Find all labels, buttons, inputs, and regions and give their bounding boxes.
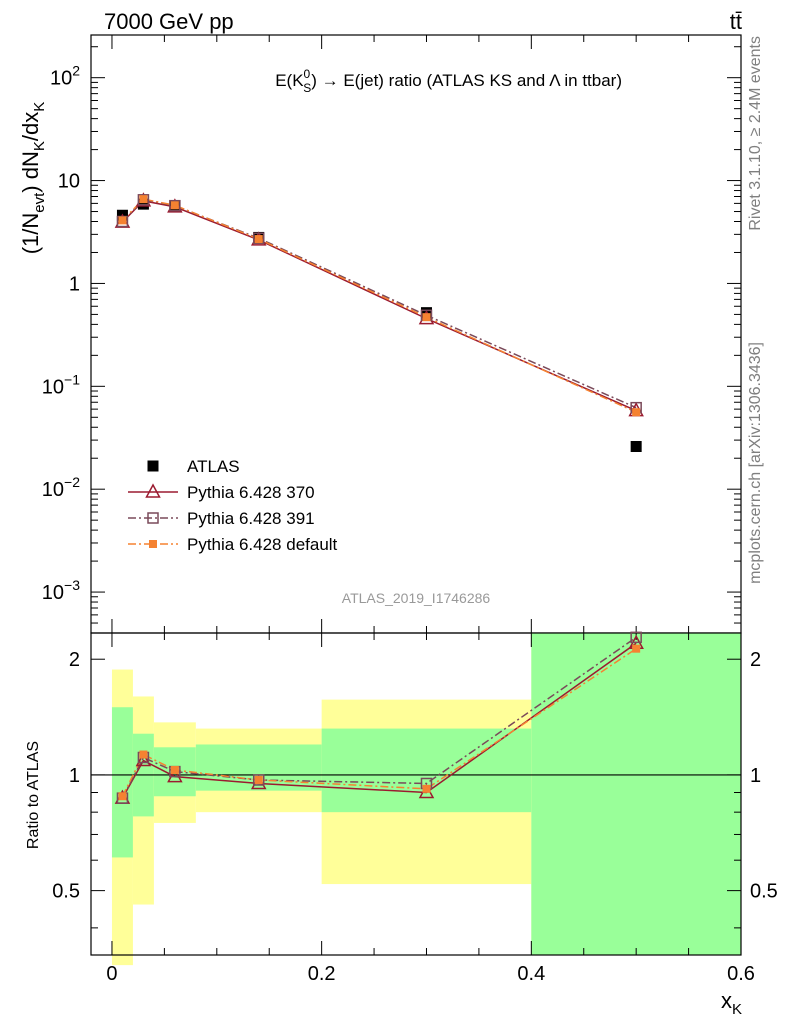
legend: ATLAS Pythia 6.428 370 Pythia 6.428 391 Pyt… <box>128 457 338 554</box>
ratio-point-pythia-6-428-391 <box>630 631 642 644</box>
mcplots-reference-text: mcplots.cern.ch [arXiv:1306.3436] <box>747 342 764 584</box>
main-point-pythia-6-428-391 <box>137 194 150 206</box>
main-point-pythia-6-428-default <box>422 313 431 322</box>
main-title: E(K0 S) → E(jet) ratio (ATLAS KS and Λ in … <box>275 67 622 95</box>
main-ylabel: (1/Nevt) dNK/dxK <box>18 102 48 255</box>
ratio-band-green <box>531 633 741 955</box>
main-point-pythia-6-428-default <box>632 408 641 417</box>
main-point-pythia-6-428-default <box>118 216 127 225</box>
ratio-line-pythia-6-428-370 <box>121 642 637 799</box>
main-ytick-label: 10−3 <box>42 577 80 604</box>
ratio-xtick-label: 0.6 <box>727 963 755 985</box>
ratio-point-pythia-6-428-391 <box>252 774 265 786</box>
x-axis-label: xK <box>721 988 742 1018</box>
rivet-version-text: Rivet 3.1.10, ≥ 2.4M events <box>747 36 764 231</box>
main-point-atlas <box>630 440 642 452</box>
ratio-markers <box>114 631 644 804</box>
legend-marker-pythia-6-428-default <box>149 540 157 548</box>
ratio-ytick-label: 2 <box>69 649 80 671</box>
legend-label-atlas: ATLAS <box>187 457 240 476</box>
process-label: tt̄ <box>730 9 742 34</box>
energy-label: 7000 GeV pp <box>104 9 234 34</box>
ratio-xtick-label: 0.4 <box>517 963 545 985</box>
ratio-ytick-label-right: 1 <box>750 765 761 787</box>
ratio-point-pythia-6-428-default <box>254 775 263 784</box>
legend-label-pythia-6-428-default: Pythia 6.428 default <box>187 535 338 554</box>
legend-label-pythia-6-428-370: Pythia 6.428 370 <box>187 483 315 502</box>
legend-marker-atlas <box>147 460 159 472</box>
ratio-point-pythia-6-428-370 <box>167 768 183 783</box>
ratio-axes: 0 0.2 0.4 0.6 0.5 0.5 1 1 2 2 <box>52 632 778 985</box>
main-ytick-label: 10−1 <box>42 371 80 398</box>
main-ytick-label: 10−2 <box>42 474 80 501</box>
analysis-id: ATLAS_2019_I1746286 <box>342 590 491 606</box>
main-line-pythia-6-428-370 <box>121 200 637 412</box>
main-ytick-label: 1 <box>69 273 80 295</box>
main-point-pythia-6-428-default <box>139 195 148 204</box>
ratio-frame <box>90 632 742 956</box>
legend-marker-pythia-6-428-391 <box>147 512 159 524</box>
title-superscript: 0 <box>304 67 311 81</box>
main-markers <box>114 192 644 452</box>
ratio-ytick-label-right: 2 <box>750 649 761 671</box>
ratio-ytick-label: 0.5 <box>52 881 80 903</box>
ratio-point-pythia-6-428-default <box>170 765 179 774</box>
ratio-point-pythia-6-428-default <box>118 792 127 801</box>
ratio-point-pythia-6-428-370 <box>135 751 152 767</box>
ratio-point-pythia-6-428-default <box>422 784 431 793</box>
ratio-ytick-label: 1 <box>69 765 80 787</box>
main-series-lines <box>121 198 637 413</box>
main-line-pythia-6-428-default <box>121 198 637 413</box>
legend-marker-pythia-6-428-370 <box>145 483 161 498</box>
ratio-ytick-label-right: 0.5 <box>750 881 778 903</box>
ratio-xtick-label: 0 <box>106 963 117 985</box>
ratio-point-pythia-6-428-default <box>139 750 148 759</box>
ratio-point-pythia-6-428-default <box>632 644 641 653</box>
ratio-line-pythia-6-428-391 <box>121 636 637 799</box>
main-ytick-label: 10 <box>58 171 80 193</box>
ratio-xtick-label: 0.2 <box>308 963 336 985</box>
ratio-uncertainty-bands <box>111 633 741 966</box>
legend-label-pythia-6-428-391: Pythia 6.428 391 <box>187 509 315 528</box>
ratio-band-green <box>111 707 133 858</box>
ratio-ylabel: Ratio to ATLAS <box>25 741 42 849</box>
main-point-pythia-6-428-default <box>254 235 263 244</box>
main-point-pythia-6-428-default <box>170 201 179 210</box>
main-point-pythia-6-428-391 <box>169 199 181 212</box>
main-point-pythia-6-428-391 <box>252 232 265 244</box>
main-ytick-label: 102 <box>50 63 80 90</box>
